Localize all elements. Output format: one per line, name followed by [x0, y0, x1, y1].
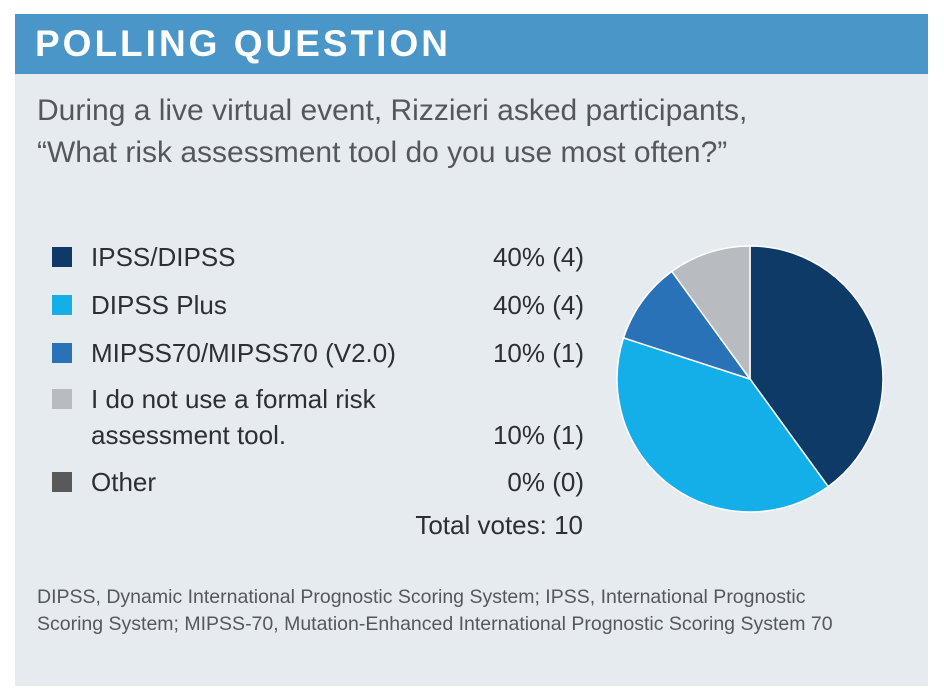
legend-label: I do not use a formal risk: [91, 384, 376, 414]
footnote-line-2: Scoring System; MIPSS-70, Mutation-Enhan…: [37, 613, 833, 635]
polling-card: POLLING QUESTION During a live virtual e…: [15, 14, 928, 686]
question-line-2: “What risk assessment tool do you use mo…: [37, 136, 728, 169]
legend-label-line-2: assessment tool.: [91, 420, 287, 450]
legend-swatch: [52, 295, 72, 315]
legend-label: MIPSS70/MIPSS70 (V2.0): [91, 338, 396, 368]
header-bar: POLLING QUESTION: [15, 14, 928, 74]
question-line-1: During a live virtual event, Rizzieri as…: [37, 94, 748, 127]
legend-label: DIPSS Plus: [91, 290, 227, 320]
legend-item-other: Other 0% (0): [52, 465, 584, 499]
pie-slice-i-do-not-use-a-formal-risk: [670, 245, 751, 382]
legend-value: 10% (1): [492, 420, 584, 450]
question-text: During a live virtual event, Rizzieri as…: [37, 90, 917, 174]
pie-slice-mipss70-mipss70-v2-0: [622, 270, 752, 381]
footnote: DIPSS, Dynamic International Prognostic …: [37, 584, 917, 638]
legend-value: 10% (1): [492, 338, 584, 368]
legend-item-ipss-dipss: IPSS/DIPSS 40% (4): [52, 240, 584, 274]
legend-value: 40% (4): [492, 242, 584, 272]
total-votes: Total votes: 10: [415, 510, 583, 540]
legend-label: Other: [91, 467, 157, 497]
legend-item-mipss70: MIPSS70/MIPSS70 (V2.0) 10% (1): [52, 336, 584, 370]
legend-item-no-formal-tool: I do not use a formal risk assessment to…: [52, 382, 584, 454]
legend-item-dipss-plus: DIPSS Plus 40% (4): [52, 288, 584, 322]
pie-slice-dipss-plus: [616, 336, 830, 513]
legend-swatch: [52, 247, 72, 267]
pie-chart: [616, 245, 884, 513]
legend-swatch: [52, 389, 72, 409]
header-title: POLLING QUESTION: [35, 23, 451, 64]
legend-label: IPSS/DIPSS: [91, 242, 236, 272]
pie-slice-ipss-dipss: [749, 245, 884, 488]
legend-value: 0% (0): [507, 467, 584, 497]
legend-swatch: [52, 472, 72, 492]
legend-value: 40% (4): [492, 290, 584, 320]
legend-swatch: [52, 343, 72, 363]
footnote-line-1: DIPSS, Dynamic International Prognostic …: [37, 586, 806, 608]
